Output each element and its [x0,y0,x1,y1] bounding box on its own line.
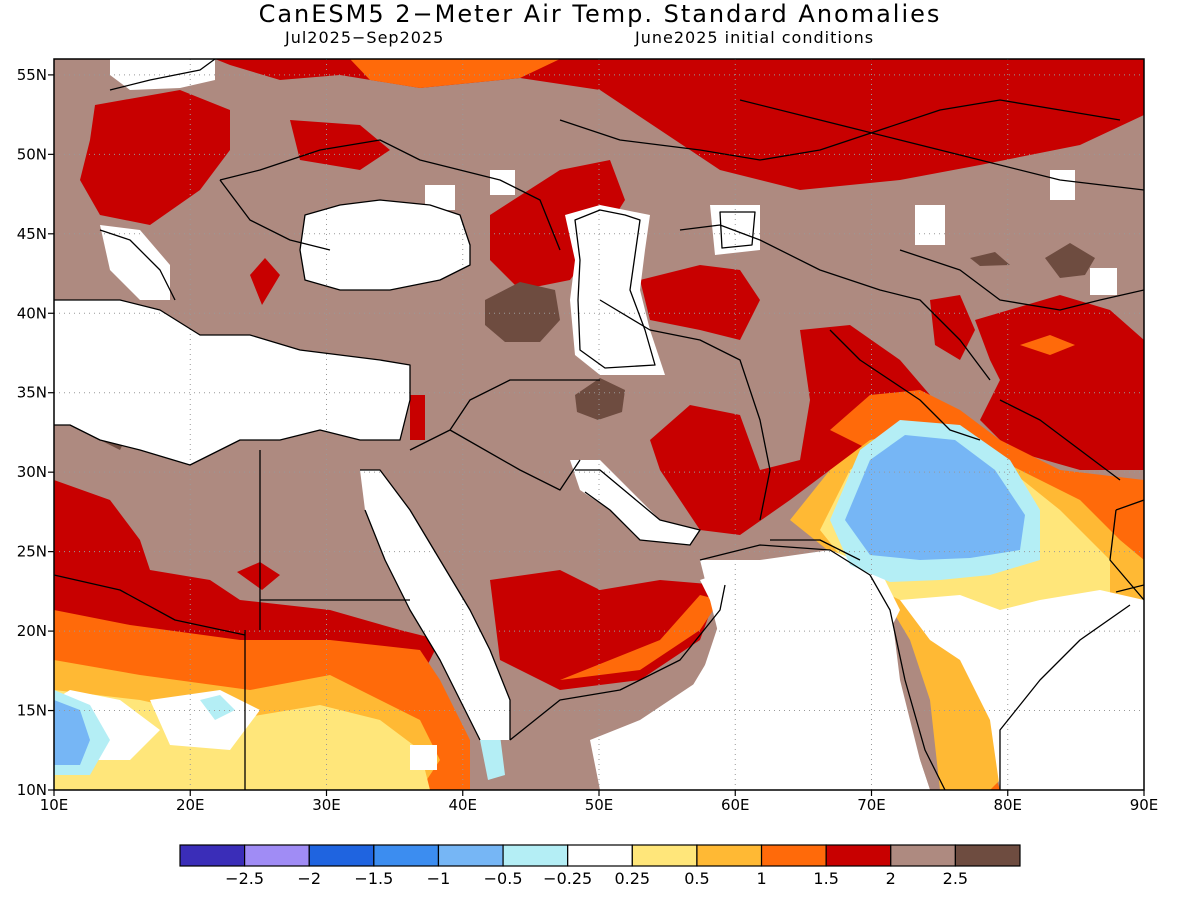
colorbar-label: −1 [427,869,451,888]
colorbar-swatch [244,844,310,867]
anomaly-region-2 [490,160,625,290]
lat-tick-label: 55N [17,66,47,84]
anomaly-region-2 [975,295,1144,470]
lon-tick-label: 10E [40,796,69,814]
colorbar-label: −0.25 [543,869,592,888]
indian-ocean [600,560,930,790]
colorbar-swatch [179,844,246,867]
anomaly-region-2-5 [485,282,560,342]
anomaly-region-1-5 [560,595,720,680]
colorbar-swatch [373,844,440,867]
anomaly-region-2-5 [575,378,625,420]
colorbar-swatch [437,844,504,867]
map-title: CanESM5 2−Meter Air Temp. Standard Anoma… [258,0,942,28]
colorbar: −2.5 −2 −1.5 −1 −0.5 −0.25 0.25 0.5 1 1.5 2 2.5 [179,844,1021,888]
lat-tick-label: 10N [17,781,47,799]
anomaly-region-1-5 [830,390,1144,600]
black-sea [300,200,470,290]
colorbar-swatch [954,844,1021,867]
lat-tick-label: 45N [17,225,47,243]
balkhash-lake [915,205,945,245]
anomaly-region-2 [640,265,760,340]
anomaly-region-minus-0-25 [480,735,505,780]
small-lake [1050,170,1075,200]
anomaly-region-2-5 [970,252,1010,266]
colorbar-swatch [308,844,375,867]
colorbar-swatch [890,844,956,867]
anomaly-region-1-5 [350,59,560,88]
anomaly-region-2 [930,295,975,360]
colorbar-swatch [567,844,633,867]
colorbar-swatch [696,844,763,867]
mediterranean-sea [54,300,410,465]
anomaly-region-2 [490,570,720,690]
anomaly-region-minus-0-25 [200,695,235,720]
persian-gulf [570,460,700,545]
lon-tick-label: 20E [176,796,205,814]
bay-of-bengal [1000,610,1144,790]
anomaly-region-0-5 [54,690,430,790]
small-lake [425,185,455,210]
lat-tick-label: 50N [17,145,47,163]
lon-tick-label: 50E [585,796,614,814]
anomaly-region-2-5 [1045,243,1095,278]
anomaly-region-1-5 [1020,335,1075,355]
lon-tick-label: 70E [857,796,886,814]
lon-tick-label: 40E [448,796,477,814]
small-lake [410,745,437,770]
colorbar-label: −1.5 [354,869,393,888]
country-borders [53,58,1145,791]
small-lake [1090,268,1117,295]
map-gridlines [54,59,1144,790]
initial-conditions: June2025 initial conditions [635,28,875,47]
anomaly-region-minus-0-5 [54,700,90,765]
anomaly-region-2 [237,562,280,590]
colorbar-label: 1 [756,869,766,888]
red-sea [360,470,510,740]
colorbar-label: −2 [297,869,321,888]
anomaly-region-2 [290,120,390,170]
lon-tick-label: 80E [993,796,1022,814]
anomaly-region-2 [215,59,1144,190]
colorbar-label: 2.5 [943,869,968,888]
lon-tick-label: 60E [721,796,750,814]
anomaly-field [54,59,1144,790]
longitude-axis: 10E 20E 30E 40E 50E 60E 70E 80E 90E [40,790,1159,814]
anomaly-region-2 [410,395,425,440]
anomaly-region-minus-0-5 [845,435,1025,560]
baltic-sea [110,59,215,90]
anomaly-region-2 [250,258,280,305]
anomaly-region-2 [80,90,230,225]
lat-tick-label: 20N [17,622,47,640]
lon-tick-label: 90E [1130,796,1159,814]
lat-tick-label: 30N [17,463,47,481]
adriatic-sea [100,225,170,300]
lat-tick-label: 15N [17,702,47,720]
colorbar-label: 1.5 [813,869,838,888]
anomaly-region-2 [650,325,930,535]
colorbar-label: −0.5 [484,869,523,888]
lat-tick-label: 35N [17,384,47,402]
colorbar-swatch [760,844,827,867]
colorbar-label: 0.5 [684,869,709,888]
anomaly-region-neutral [150,690,260,750]
small-lake [490,170,515,195]
colorbar-label: 0.25 [614,869,650,888]
lat-tick-label: 40N [17,304,47,322]
latitude-axis: 10N 15N 20N 25N 30N 35N 40N 45N 50N 55N [17,66,54,799]
colorbar-swatch [502,844,569,867]
valid-period: Jul2025−Sep2025 [285,28,445,47]
colorbar-swatch [825,844,892,867]
lat-tick-label: 25N [17,543,47,561]
colorbar-label: 2 [886,869,896,888]
caspian-sea [565,205,665,375]
colorbar-label: −2.5 [225,869,264,888]
colorbar-swatch [631,844,698,867]
lon-tick-label: 30E [312,796,341,814]
